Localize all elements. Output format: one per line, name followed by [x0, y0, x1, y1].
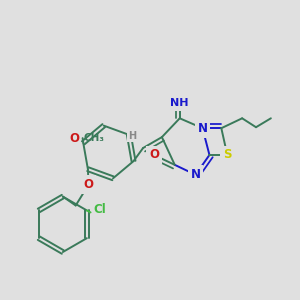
Text: O: O — [149, 148, 159, 161]
Text: O: O — [84, 178, 94, 191]
Text: N: N — [190, 168, 201, 181]
Text: CH₃: CH₃ — [84, 133, 105, 143]
Text: H: H — [128, 131, 136, 141]
Text: Cl: Cl — [94, 203, 106, 216]
Text: O: O — [70, 132, 80, 145]
Text: S: S — [223, 148, 232, 161]
Text: N: N — [197, 122, 208, 135]
Text: NH: NH — [170, 98, 189, 108]
